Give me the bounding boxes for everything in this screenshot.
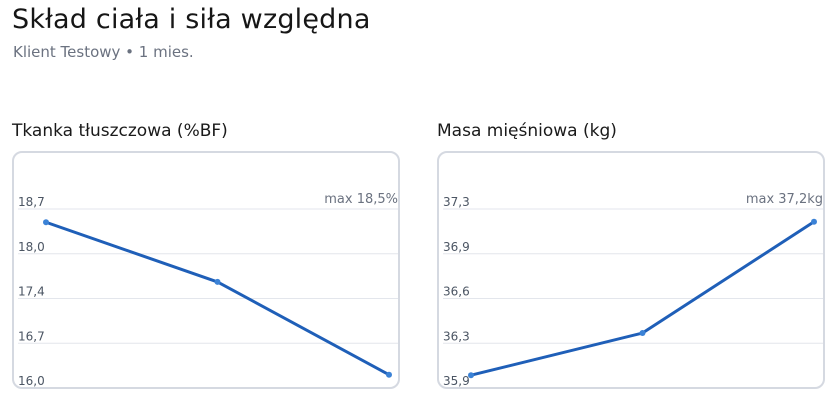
y-tick-label: 36,6 <box>443 285 470 299</box>
y-tick-label: 18,0 <box>18 240 45 254</box>
chart-card-body-fat: 18,718,017,416,716,008.1222.1201.01max 1… <box>12 151 400 403</box>
y-tick-label: 16,7 <box>18 329 45 343</box>
data-point <box>639 330 646 337</box>
y-tick-label: 18,7 <box>18 195 45 209</box>
data-point <box>811 218 817 225</box>
y-tick-label: 17,4 <box>18 285 45 299</box>
y-tick-label: 37,3 <box>443 195 470 209</box>
page-title: Skład ciała i siła względna <box>12 4 371 35</box>
chart-card-muscle-mass: 37,336,936,636,335,908.1222.1201.01max 3… <box>437 151 825 403</box>
data-point <box>468 372 474 379</box>
chart-muscle-mass: 37,336,936,636,335,908.1222.1201.01max 3… <box>443 192 825 403</box>
max-annotation: max 18,5% <box>324 192 398 207</box>
max-annotation: max 37,2kg <box>746 192 823 207</box>
data-point <box>214 278 221 285</box>
chart-body-fat: 18,718,017,416,716,008.1222.1201.01max 1… <box>18 192 400 403</box>
y-tick-label: 16,0 <box>18 374 45 387</box>
chart-panel-muscle-mass: Masa mięśniowa (kg) 37,3 36,9 36,6 36,3 35,9… <box>437 120 825 403</box>
y-tick-label: 35,9 <box>443 374 470 387</box>
data-point <box>43 219 49 226</box>
chart-title-body-fat: Tkanka tłuszczowa (%BF) <box>12 121 228 141</box>
chart-panel-body-fat: Tkanka tłuszczowa (%BF) 18,7 18,0 17,4 16,7… <box>12 120 400 403</box>
chart-title-muscle-mass: Masa mięśniowa (kg) <box>437 121 617 141</box>
y-tick-label: 36,3 <box>443 329 470 343</box>
y-tick-label: 36,9 <box>443 240 470 254</box>
page-subtitle: Klient Testowy • 1 mies. <box>13 43 194 61</box>
data-point <box>386 371 392 378</box>
